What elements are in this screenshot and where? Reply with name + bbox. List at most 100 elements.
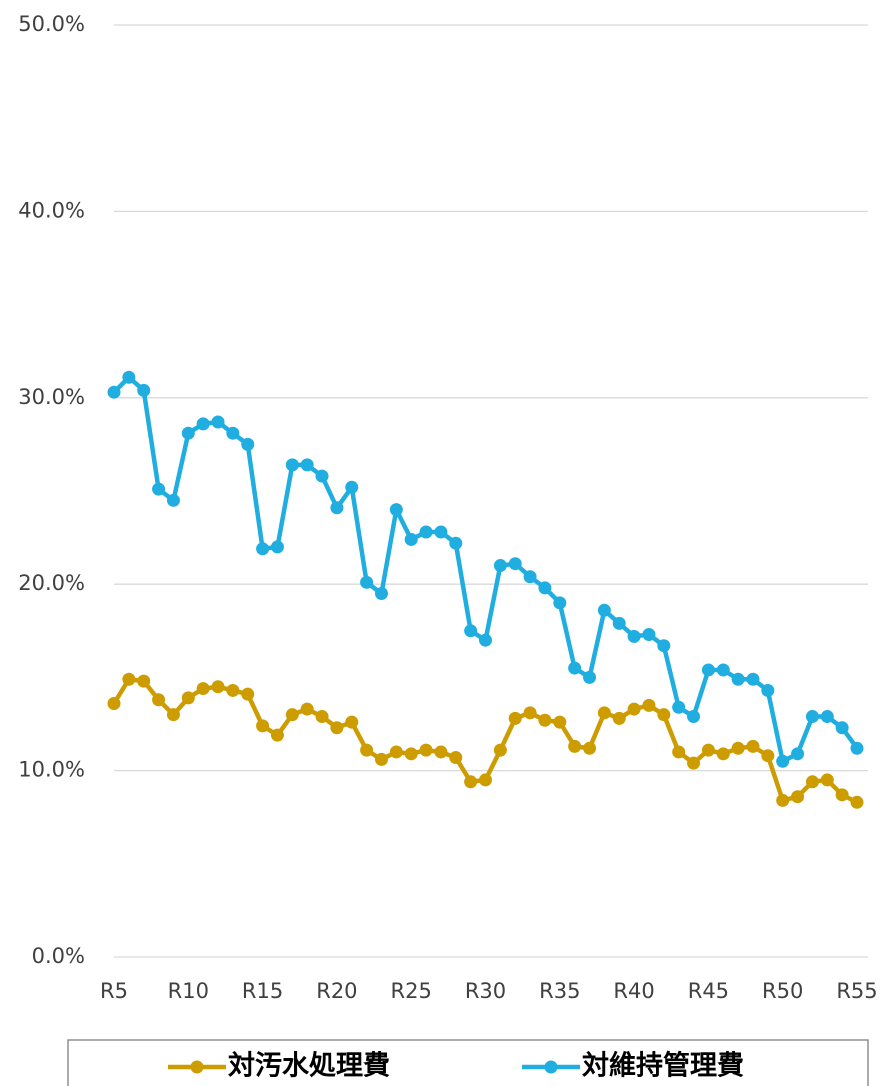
data-point	[820, 773, 834, 787]
data-point	[672, 745, 686, 759]
data-point	[805, 710, 819, 724]
data-point	[196, 682, 210, 696]
data-point	[583, 670, 597, 684]
data-point	[315, 469, 329, 483]
data-point	[835, 721, 849, 735]
data-point	[672, 700, 686, 714]
data-point	[776, 754, 790, 768]
data-point	[360, 743, 374, 757]
data-point	[612, 616, 626, 630]
data-point	[835, 788, 849, 802]
data-point	[404, 532, 418, 546]
legend-label: 対維持管理費	[582, 1051, 744, 1082]
data-point	[360, 575, 374, 589]
data-point	[642, 628, 656, 642]
data-point	[731, 672, 745, 686]
legend-marker	[544, 1060, 558, 1074]
data-point	[716, 663, 730, 677]
data-point	[791, 790, 805, 804]
data-point	[122, 672, 136, 686]
x-tick-label: R20	[316, 979, 357, 1003]
data-point	[181, 691, 195, 705]
data-point	[553, 715, 567, 729]
data-point	[850, 741, 864, 755]
data-point	[107, 385, 121, 399]
data-point	[181, 426, 195, 440]
y-tick-label: 30.0%	[18, 385, 85, 409]
data-point	[107, 696, 121, 710]
data-point	[523, 570, 537, 584]
data-point	[568, 661, 582, 675]
data-point	[657, 708, 671, 722]
data-point	[241, 437, 255, 451]
data-point	[285, 458, 299, 472]
data-point	[315, 710, 329, 724]
data-point	[419, 525, 433, 539]
data-point	[434, 745, 448, 759]
data-point	[166, 493, 180, 507]
data-point	[374, 752, 388, 766]
data-point	[642, 698, 656, 712]
data-point	[419, 743, 433, 757]
data-point	[553, 596, 567, 610]
data-point	[687, 710, 701, 724]
data-point	[761, 749, 775, 763]
legend-label: 対汚水処理費	[228, 1050, 390, 1082]
data-point	[270, 728, 284, 742]
x-tick-label: R30	[465, 979, 506, 1003]
data-point	[152, 693, 166, 707]
data-point	[166, 708, 180, 722]
data-point	[746, 739, 760, 753]
data-point	[597, 603, 611, 617]
x-tick-label: R50	[762, 979, 803, 1003]
data-point	[568, 739, 582, 753]
x-tick-label: R45	[688, 979, 729, 1003]
data-point	[597, 706, 611, 720]
data-point	[330, 721, 344, 735]
y-tick-label: 10.0%	[18, 758, 85, 782]
data-point	[820, 710, 834, 724]
data-point	[493, 743, 507, 757]
y-tick-label: 40.0%	[18, 198, 85, 222]
data-point	[464, 775, 478, 789]
data-point	[627, 702, 641, 716]
data-point	[508, 557, 522, 571]
data-point	[538, 713, 552, 727]
x-tick-label: R5	[100, 979, 128, 1003]
data-point	[701, 743, 715, 757]
data-point	[687, 756, 701, 770]
data-point	[434, 525, 448, 539]
data-point	[449, 751, 463, 765]
data-point	[701, 663, 715, 677]
data-point	[508, 711, 522, 725]
y-tick-label: 50.0%	[18, 12, 85, 36]
data-point	[345, 480, 359, 494]
data-point	[583, 741, 597, 755]
data-point	[300, 458, 314, 472]
data-point	[256, 719, 270, 733]
data-point	[479, 633, 492, 647]
data-point	[152, 482, 166, 496]
data-point	[211, 415, 225, 429]
data-point	[612, 711, 626, 725]
data-point	[226, 683, 240, 697]
data-point	[493, 559, 507, 573]
data-point	[211, 680, 225, 694]
data-point	[226, 426, 240, 440]
data-point	[374, 587, 388, 601]
data-point	[285, 708, 299, 722]
series-line	[112, 375, 859, 764]
y-tick-label: 20.0%	[18, 571, 85, 595]
data-point	[137, 674, 151, 688]
data-point	[449, 536, 463, 550]
x-tick-label: R10	[168, 979, 209, 1003]
x-tick-label: R35	[539, 979, 580, 1003]
data-point	[345, 715, 359, 729]
data-point	[300, 702, 314, 716]
data-point	[270, 540, 284, 554]
data-point	[479, 773, 492, 787]
x-tick-label: R25	[391, 979, 432, 1003]
data-point	[731, 741, 745, 755]
data-point	[389, 503, 403, 517]
